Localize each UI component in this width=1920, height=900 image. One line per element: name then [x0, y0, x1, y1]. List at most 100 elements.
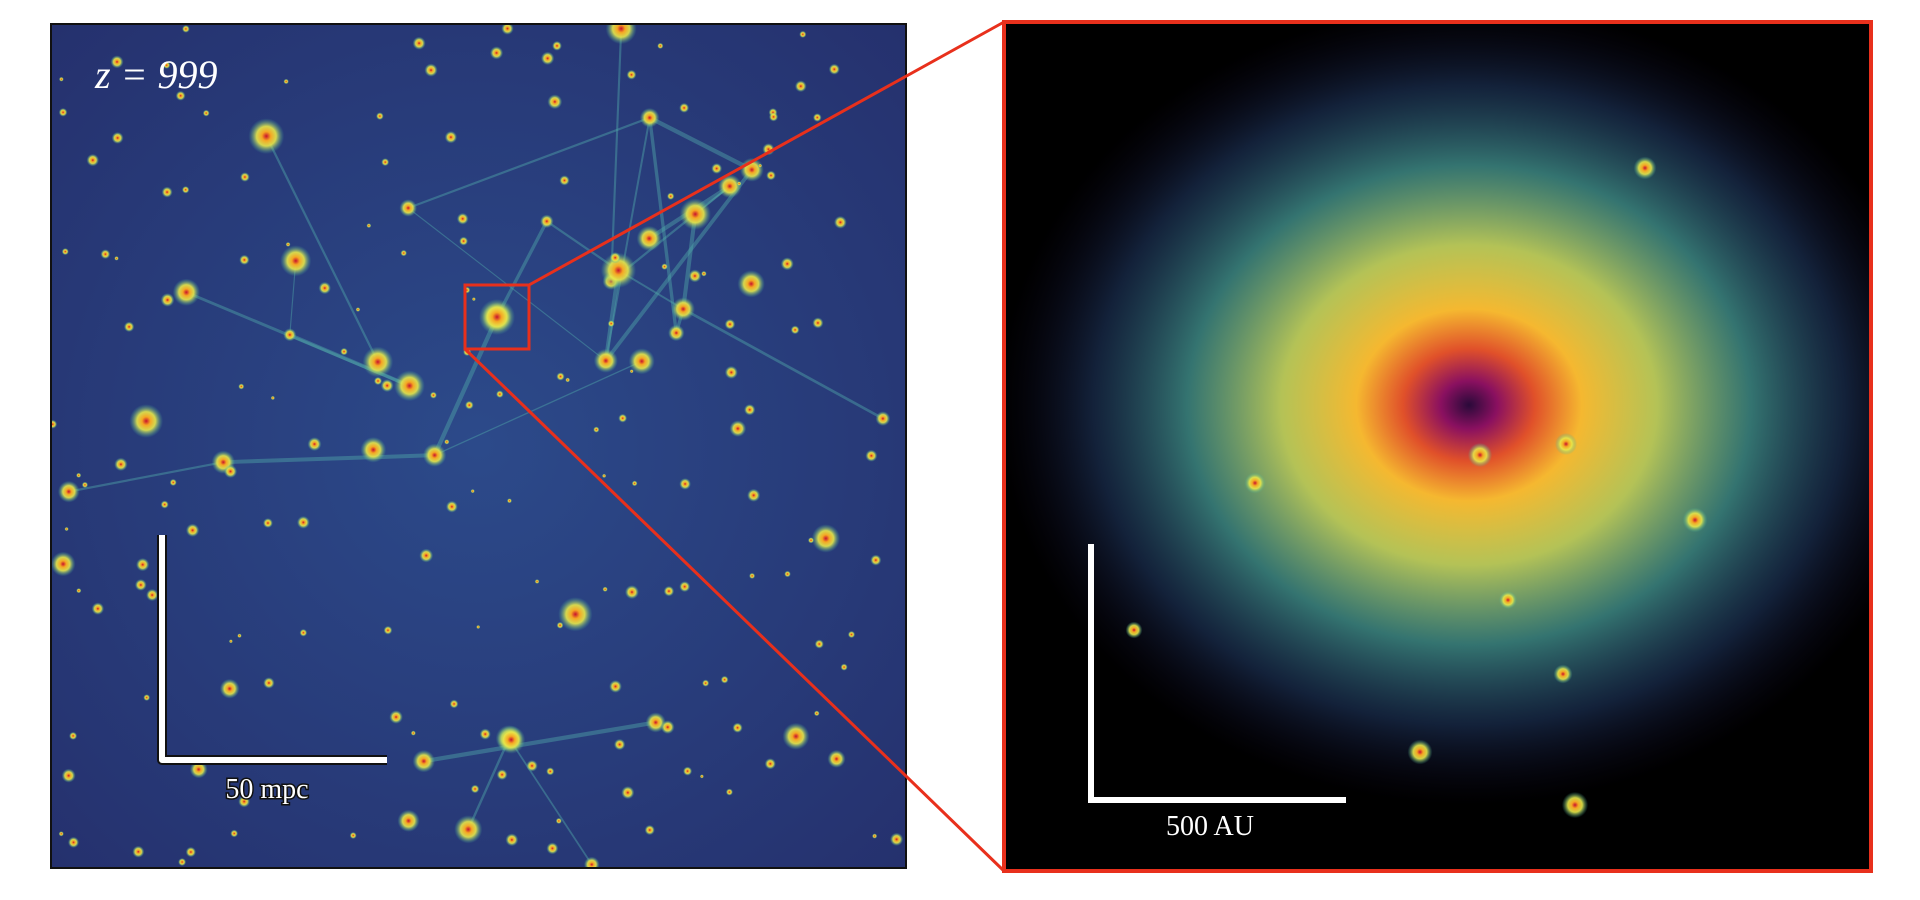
halo	[51, 419, 58, 429]
halo	[162, 61, 171, 69]
subhalo	[1244, 472, 1266, 494]
halo	[501, 24, 514, 35]
halo	[600, 252, 637, 288]
halo	[657, 42, 664, 49]
halo	[240, 172, 250, 182]
halo	[429, 391, 437, 399]
halo	[552, 40, 562, 51]
halo	[799, 30, 807, 38]
halo	[182, 25, 190, 33]
halo	[711, 163, 723, 174]
halo	[758, 163, 763, 168]
scale-bar-label: 50 mpc	[225, 774, 308, 805]
halo	[749, 572, 756, 579]
halo	[419, 548, 434, 563]
halo	[185, 523, 200, 537]
halo	[471, 297, 476, 302]
halo	[340, 347, 348, 356]
halo	[57, 480, 80, 503]
halo	[238, 383, 245, 390]
halo	[228, 639, 233, 644]
halo	[134, 578, 147, 591]
halo	[546, 842, 559, 855]
filament	[681, 213, 698, 310]
halo	[160, 500, 169, 509]
halo	[175, 90, 186, 101]
filament	[432, 316, 499, 457]
subhalo	[1633, 156, 1657, 180]
halo	[373, 376, 383, 386]
halo	[613, 738, 626, 751]
halo	[565, 377, 571, 383]
zoom-box	[463, 283, 531, 351]
halo	[114, 457, 128, 472]
halo	[381, 158, 390, 167]
halo	[645, 712, 666, 733]
halo	[178, 858, 187, 867]
halo	[169, 478, 177, 487]
halo	[602, 586, 608, 592]
halo	[871, 833, 878, 839]
halo	[262, 518, 273, 529]
halo	[454, 815, 483, 844]
halo	[644, 824, 655, 836]
halo	[76, 588, 82, 594]
halo	[607, 320, 615, 328]
halo	[631, 480, 638, 487]
halo	[280, 245, 312, 277]
halo	[790, 325, 800, 335]
halo	[724, 365, 738, 379]
halo	[784, 570, 791, 578]
halo	[160, 293, 175, 307]
subhalo	[1467, 442, 1493, 468]
halo	[58, 831, 64, 837]
halo	[285, 241, 291, 247]
halo	[506, 498, 512, 504]
halo	[688, 269, 702, 283]
filament	[434, 360, 643, 456]
zoom-line	[528, 20, 1005, 287]
halo	[626, 69, 637, 80]
halo	[621, 786, 635, 800]
halo	[505, 833, 519, 847]
halo	[701, 270, 707, 277]
halo	[380, 379, 394, 393]
halo	[813, 710, 820, 717]
halo	[489, 46, 504, 60]
halo	[64, 526, 69, 532]
halo	[875, 411, 891, 426]
halo	[666, 192, 675, 200]
halo	[639, 107, 660, 128]
halo	[811, 524, 841, 553]
halo	[318, 281, 331, 295]
filament	[508, 738, 593, 866]
halo	[400, 249, 408, 257]
halo	[828, 63, 840, 75]
halo	[534, 579, 540, 584]
halo	[766, 170, 776, 181]
halo	[671, 297, 695, 321]
halo	[383, 625, 393, 635]
halo	[629, 369, 634, 374]
scale-bar	[1088, 544, 1346, 803]
halo	[270, 395, 275, 401]
halo	[230, 829, 239, 838]
halo	[609, 680, 622, 693]
halo	[624, 585, 639, 600]
halo	[110, 55, 124, 69]
halo	[559, 175, 570, 186]
halo	[376, 112, 384, 120]
halo	[424, 63, 438, 77]
halo	[546, 767, 555, 776]
halo	[679, 581, 691, 593]
scale-bar-label: 500 AU	[1166, 811, 1254, 842]
filament	[423, 720, 657, 764]
halo	[636, 225, 662, 252]
halo	[129, 404, 164, 438]
halo	[679, 102, 690, 113]
halo	[248, 118, 285, 155]
halo	[725, 788, 733, 796]
halo	[355, 307, 361, 312]
halo	[146, 588, 159, 602]
halo	[283, 78, 289, 85]
